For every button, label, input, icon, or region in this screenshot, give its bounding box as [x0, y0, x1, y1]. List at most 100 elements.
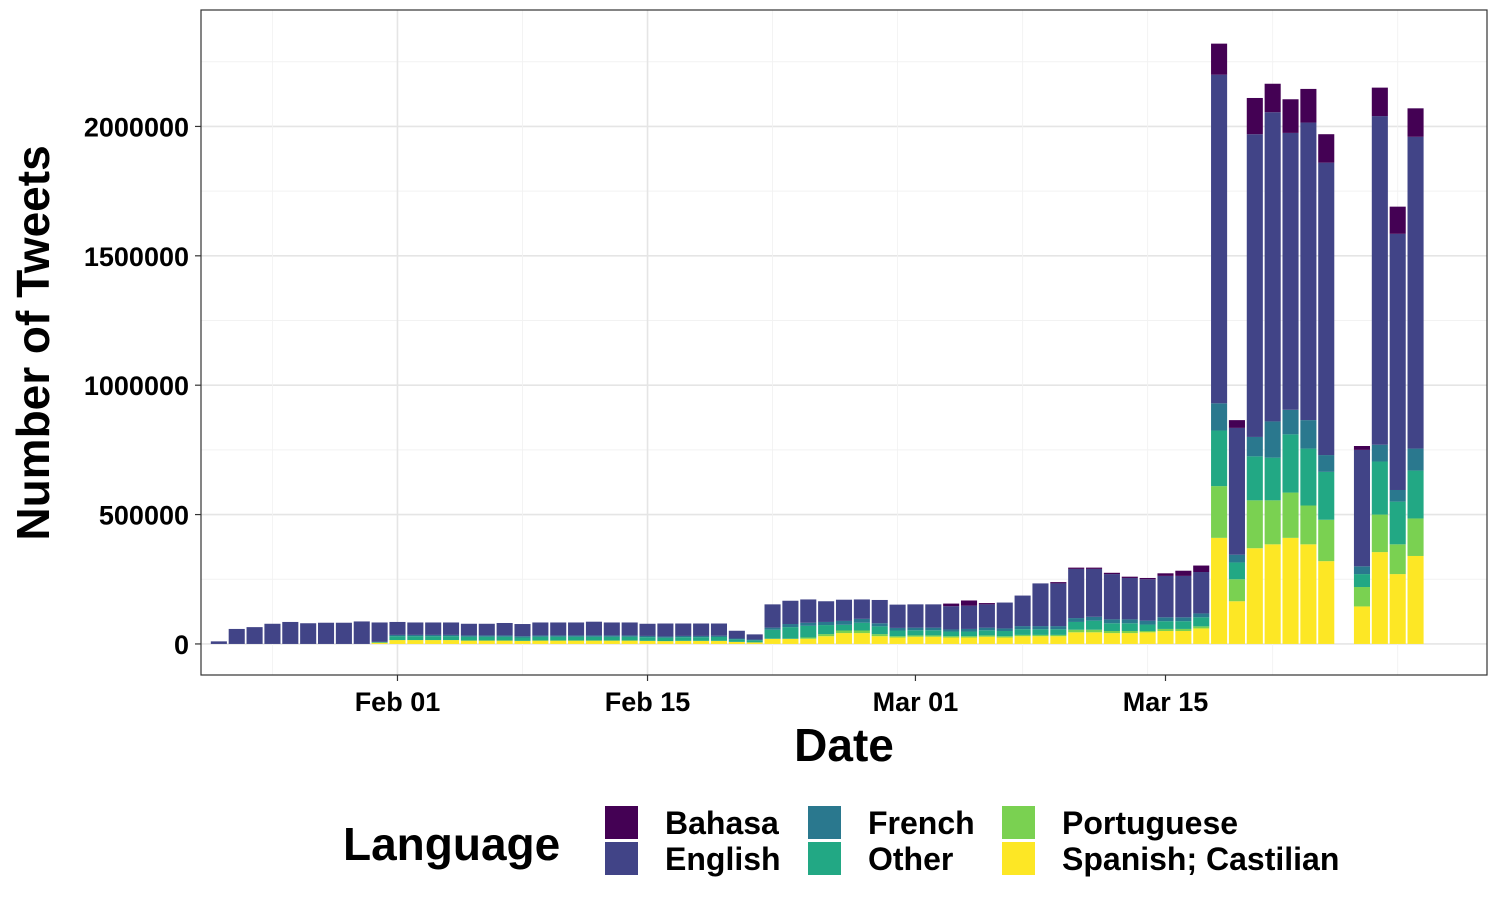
legend-swatch	[808, 806, 841, 839]
bar-segment	[1068, 629, 1085, 633]
bar-segment	[1264, 83, 1281, 113]
bar-segment	[1371, 514, 1388, 553]
bar-segment	[496, 636, 513, 641]
bar-segment	[1032, 626, 1049, 630]
bar-segment	[1050, 636, 1067, 644]
bar-segment	[1389, 544, 1406, 575]
legend-label: Spanish; Castilian	[1062, 841, 1339, 877]
bar-segment	[693, 640, 710, 644]
bar-segment	[603, 622, 620, 636]
bar-segment	[496, 635, 513, 637]
bar-segment	[1407, 108, 1424, 137]
bar-segment	[389, 621, 406, 635]
legend-item: French	[808, 805, 975, 841]
legend-item: Other	[808, 841, 953, 877]
bar-segment	[621, 640, 638, 644]
bar-segment	[1407, 136, 1424, 449]
bar-segment	[1318, 471, 1335, 520]
legend-item: English	[605, 841, 781, 877]
bar-segment	[514, 640, 531, 644]
bar-segment	[1103, 623, 1120, 632]
x-tick-label: Feb 15	[605, 687, 691, 717]
bar-segment	[407, 640, 424, 644]
bar-segment	[710, 623, 728, 636]
bar-segment	[1086, 568, 1103, 617]
bar-segment	[1068, 632, 1085, 644]
bar-segment	[1353, 566, 1371, 575]
bar-segment	[1193, 617, 1210, 627]
bar-segment	[425, 636, 442, 641]
bar-segment	[1175, 628, 1192, 632]
x-tick-label: Mar 01	[873, 687, 959, 717]
legend-swatch	[808, 842, 841, 875]
bar-segment	[639, 637, 656, 641]
bar-segment	[871, 626, 888, 635]
bar-segment	[1103, 572, 1120, 575]
bar-segment	[1157, 617, 1174, 622]
bar-segment	[764, 627, 781, 630]
bar-segment	[1032, 634, 1049, 637]
bar-segment	[693, 623, 710, 636]
bar-segment	[996, 637, 1013, 644]
bar-segment	[1282, 132, 1299, 410]
bar-segment	[710, 640, 728, 644]
bar-segment	[1068, 621, 1085, 630]
bar-segment	[585, 621, 602, 636]
bar-segment	[1175, 570, 1192, 576]
bar-segment	[389, 634, 406, 637]
bar-segment	[550, 636, 567, 641]
bar-segment	[871, 636, 888, 644]
bar-segment	[639, 623, 656, 636]
bar-segment	[1157, 575, 1174, 618]
bar-segment	[1157, 628, 1174, 632]
bar-segment	[1086, 620, 1103, 630]
bar-segment	[1228, 427, 1245, 555]
bar-segment	[1193, 628, 1210, 644]
bar-segment	[496, 622, 513, 636]
legend-swatch	[605, 842, 638, 875]
bar-segment	[550, 622, 567, 636]
legend-item: Bahasa	[605, 805, 779, 841]
bar-segment	[1318, 134, 1335, 163]
bar-segment	[353, 621, 370, 644]
bar-segment	[800, 637, 817, 639]
bar-segment	[1086, 567, 1103, 569]
bar-segment	[1300, 505, 1317, 545]
bar-segment	[1282, 537, 1299, 644]
bar-segment	[568, 635, 585, 637]
bar-segment	[728, 641, 745, 644]
bar-segment	[371, 642, 388, 644]
bar-segment	[1068, 618, 1085, 622]
bar-segment	[871, 634, 888, 637]
bar-segment	[1353, 587, 1371, 607]
bar-segment	[1300, 88, 1317, 123]
bar-segment	[693, 635, 710, 638]
bar-segment	[1264, 457, 1281, 501]
bar-segment	[460, 640, 477, 644]
bar-segment	[960, 636, 978, 638]
legend-label: Bahasa	[665, 805, 779, 841]
bar-segment	[1193, 626, 1210, 629]
bar-segment	[460, 635, 477, 637]
bar-segment	[1050, 629, 1067, 635]
bar-segment	[978, 604, 995, 628]
bar-segment	[1264, 500, 1281, 545]
legend-item: Spanish; Castilian	[1002, 841, 1339, 877]
bar-segment	[871, 623, 888, 627]
legend-label: Portuguese	[1062, 805, 1238, 841]
bar-segment	[871, 599, 888, 624]
y-axis: 0 500000 1000000 1500000 2000000	[84, 112, 201, 660]
y-tick-label: 500000	[99, 501, 189, 531]
legend-swatch	[605, 806, 638, 839]
bar-segment	[657, 637, 674, 642]
bar-segment	[960, 600, 978, 606]
bar-segment	[1300, 448, 1317, 506]
bar-segment	[996, 602, 1013, 629]
bar-segment	[800, 638, 817, 644]
bar-segment	[1300, 544, 1317, 644]
bar-segment	[1175, 575, 1192, 618]
bar-segment	[1246, 456, 1263, 501]
bar-segment	[978, 603, 995, 605]
